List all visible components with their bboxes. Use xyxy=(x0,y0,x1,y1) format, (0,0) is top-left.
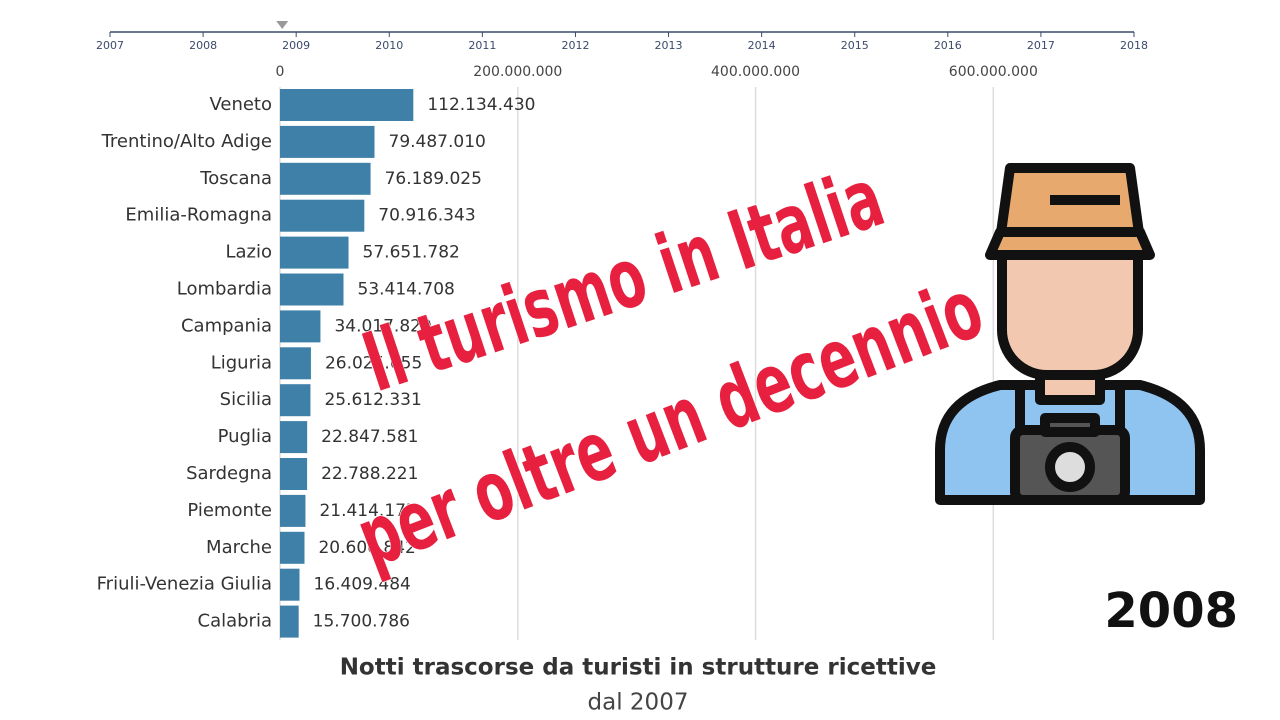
value-label: 76.189.025 xyxy=(385,169,482,189)
value-label: 79.487.010 xyxy=(389,132,486,152)
timeline-tick-label: 2017 xyxy=(1027,39,1055,52)
category-label: Sicilia xyxy=(220,389,272,410)
timeline-tick-label: 2016 xyxy=(934,39,962,52)
bar xyxy=(280,531,305,564)
bar xyxy=(280,568,300,601)
chart-title: Notti trascorse da turisti in strutture … xyxy=(340,655,937,681)
category-label: Friuli-Venezia Giulia xyxy=(97,574,272,595)
bar xyxy=(280,273,344,306)
category-label: Piemonte xyxy=(187,500,272,521)
category-label: Lazio xyxy=(225,242,272,263)
value-label: 20.600.842 xyxy=(318,538,415,558)
timeline-tick-label: 2008 xyxy=(189,39,217,52)
x-tick-label: 0 xyxy=(276,64,285,80)
category-label: Liguria xyxy=(211,352,272,373)
category-label: Toscana xyxy=(199,168,272,189)
value-label: 53.414.708 xyxy=(358,280,455,300)
timeline: 2007 2008 2009 2010 2011 2012 2013 2014 2015 2016… xyxy=(96,21,1148,52)
x-tick-label: 200.000.000 xyxy=(473,64,562,80)
bar xyxy=(280,236,349,269)
value-label: 34.017.829 xyxy=(334,316,431,336)
timeline-tick-label: 2010 xyxy=(375,39,403,52)
bar xyxy=(280,384,311,417)
bar xyxy=(280,162,371,195)
category-label: Puglia xyxy=(218,426,272,447)
bar xyxy=(280,458,308,490)
year-label: 2008 xyxy=(1104,583,1238,639)
value-label: 112.134.430 xyxy=(427,95,535,115)
category-label: Calabria xyxy=(198,611,273,632)
value-label: 22.847.581 xyxy=(321,427,418,447)
timeline-tick-label: 2013 xyxy=(655,39,683,52)
bar xyxy=(280,310,321,343)
timeline-tick-label: 2009 xyxy=(282,39,310,52)
timeline-tick-label: 2012 xyxy=(561,39,589,52)
category-label: Veneto xyxy=(209,94,272,115)
value-label: 57.651.782 xyxy=(363,243,460,263)
timeline-tick-label: 2014 xyxy=(748,39,776,52)
bar xyxy=(280,494,306,527)
bar xyxy=(280,605,299,638)
bar xyxy=(280,89,414,121)
value-label: 15.700.786 xyxy=(313,612,410,632)
bars: Veneto 112.134.430 Trentino/Alto Adige 79.4… xyxy=(97,89,535,638)
value-label: 26.025.055 xyxy=(325,353,422,373)
category-label: Campania xyxy=(181,315,272,336)
chart-subtitle: dal 2007 xyxy=(588,690,689,716)
category-label: Marche xyxy=(206,537,272,558)
bar xyxy=(280,199,365,232)
x-tick-label: 600.000.000 xyxy=(949,64,1038,80)
x-tick-label: 400.000.000 xyxy=(711,64,800,80)
bar xyxy=(280,421,308,454)
bar xyxy=(280,347,311,380)
value-label: 16.409.484 xyxy=(314,575,411,595)
timeline-tick-label: 2007 xyxy=(96,39,124,52)
timeline-tick-label: 2011 xyxy=(468,39,496,52)
category-label: Sardegna xyxy=(186,463,272,484)
category-label: Lombardia xyxy=(177,279,272,300)
timeline-marker xyxy=(276,21,289,29)
value-label: 22.788.221 xyxy=(321,464,418,484)
timeline-tick-label: 2018 xyxy=(1120,39,1148,52)
category-label: Trentino/Alto Adige xyxy=(101,131,272,152)
tourist-icon xyxy=(935,163,1205,505)
value-label: 70.916.343 xyxy=(378,206,475,226)
value-label: 25.612.331 xyxy=(324,390,421,410)
value-label: 21.414.177 xyxy=(319,501,416,521)
category-label: Emilia-Romagna xyxy=(125,205,272,226)
bar xyxy=(280,125,375,158)
timeline-tick-label: 2015 xyxy=(841,39,869,52)
